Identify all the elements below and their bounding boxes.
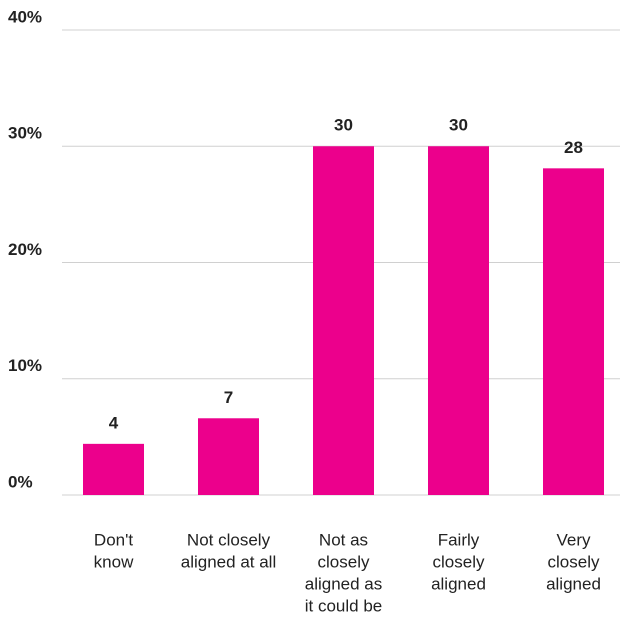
bar: [198, 418, 259, 495]
x-tick-label: Fairly: [438, 530, 480, 549]
bar: [543, 168, 604, 495]
y-tick-label: 30%: [8, 124, 42, 143]
x-tick-label: know: [94, 552, 134, 571]
x-tick-label: closely: [548, 552, 600, 571]
x-tick-label: aligned as: [305, 574, 383, 593]
data-label: 28: [564, 138, 583, 157]
x-tick-label: closely: [318, 552, 370, 571]
x-tick-label: aligned: [546, 574, 601, 593]
data-label: 4: [109, 413, 119, 432]
x-tick-label: closely: [433, 552, 485, 571]
x-tick-label: it could be: [305, 596, 383, 615]
y-tick-label: 40%: [8, 7, 42, 26]
data-label: 7: [224, 388, 233, 407]
x-tick-label: Very: [556, 530, 591, 549]
bar: [313, 146, 374, 495]
x-tick-label: Not closely: [187, 530, 271, 549]
bar: [428, 146, 489, 495]
data-label: 30: [449, 116, 468, 135]
x-tick-label: aligned: [431, 574, 486, 593]
x-tick-label: Don't: [94, 530, 133, 549]
data-label: 30: [334, 116, 353, 135]
x-tick-label: Not as: [319, 530, 368, 549]
y-tick-label: 0%: [8, 472, 33, 491]
x-tick-label: aligned at all: [181, 552, 276, 571]
y-tick-label: 20%: [8, 240, 42, 259]
bar: [83, 443, 144, 495]
y-tick-label: 10%: [8, 356, 42, 375]
